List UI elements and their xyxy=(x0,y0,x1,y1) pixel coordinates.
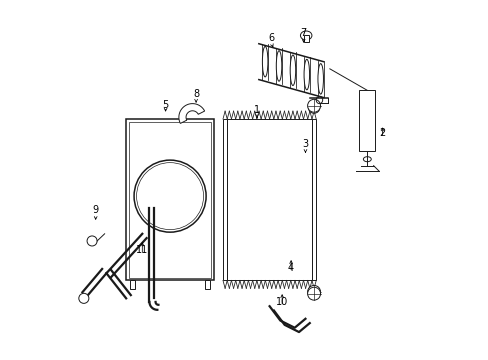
Bar xyxy=(204,280,210,289)
Circle shape xyxy=(307,287,320,300)
Circle shape xyxy=(134,160,205,232)
Ellipse shape xyxy=(317,64,323,94)
Bar xyxy=(359,90,375,151)
Circle shape xyxy=(136,163,203,230)
Text: 4: 4 xyxy=(287,263,294,273)
Text: 8: 8 xyxy=(193,89,199,99)
Text: 3: 3 xyxy=(302,139,308,149)
Circle shape xyxy=(307,285,320,298)
Ellipse shape xyxy=(304,59,309,90)
Text: 1: 1 xyxy=(253,105,260,115)
Bar xyxy=(223,119,227,280)
Bar xyxy=(311,119,316,280)
Polygon shape xyxy=(179,104,204,123)
Circle shape xyxy=(87,236,97,246)
Text: 2: 2 xyxy=(379,129,385,138)
Ellipse shape xyxy=(276,51,281,81)
Ellipse shape xyxy=(262,46,267,77)
Bar xyxy=(227,119,311,280)
Bar xyxy=(303,35,308,42)
Circle shape xyxy=(307,99,320,112)
Bar xyxy=(129,122,211,278)
Circle shape xyxy=(308,102,319,113)
Ellipse shape xyxy=(289,55,295,86)
Text: 10: 10 xyxy=(275,297,288,307)
Text: 11: 11 xyxy=(136,245,148,255)
Text: 7: 7 xyxy=(300,28,306,38)
Bar xyxy=(126,119,214,280)
Bar xyxy=(129,280,135,289)
Circle shape xyxy=(79,293,89,303)
Text: 6: 6 xyxy=(268,33,274,43)
Ellipse shape xyxy=(300,31,311,40)
Text: 5: 5 xyxy=(162,100,168,110)
Text: 9: 9 xyxy=(92,206,99,216)
